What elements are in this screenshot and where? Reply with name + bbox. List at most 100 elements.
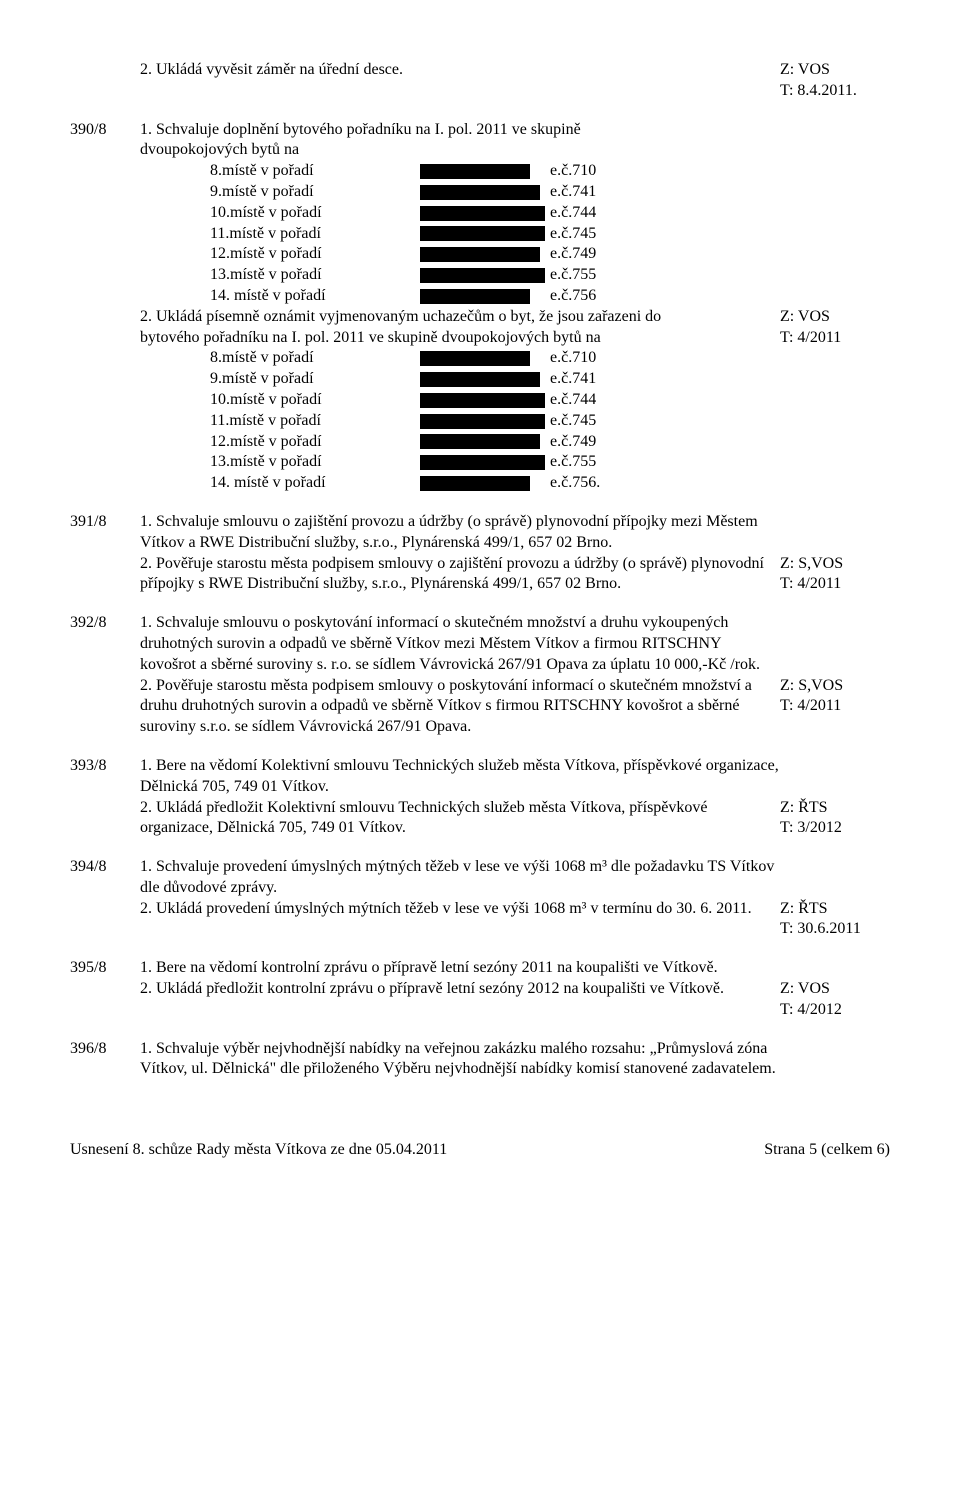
item-number: 396/8 [70, 1039, 140, 1060]
order-left: 10.místě v pořadí [210, 203, 420, 224]
order-left: 12.místě v pořadí [210, 244, 420, 265]
order-line: 12.místě v pořadí e.č.749 [210, 432, 780, 453]
order-right: e.č.755 [550, 265, 596, 286]
footer-left: Usnesení 8. schůze Rady města Vítkova ze… [70, 1140, 447, 1161]
order-right: e.č.710 [550, 161, 596, 182]
order-left: 13.místě v pořadí [210, 452, 420, 473]
para: 1. Bere na vědomí Kolektivní smlouvu Tec… [140, 756, 780, 798]
redaction [420, 369, 550, 390]
para: 1. Schvaluje smlouvu o zajištění provozu… [140, 512, 780, 554]
order-right: e.č.755 [550, 452, 596, 473]
order-left: 9.místě v pořadí [210, 182, 420, 203]
order-line: 12.místě v pořadí e.č.749 [210, 244, 780, 265]
right-t: T: 4/2011 [780, 696, 890, 717]
redaction [420, 224, 550, 245]
para: 1. Bere na vědomí kontrolní zprávu o pří… [140, 958, 780, 979]
order-line: 9.místě v pořadí e.č.741 [210, 182, 780, 203]
item-394: 394/8 1. Schvaluje provedení úmyslných m… [70, 857, 890, 940]
order-right: e.č.741 [550, 182, 596, 203]
item-393: 393/8 1. Bere na vědomí Kolektivní smlou… [70, 756, 890, 839]
line: dvoupokojových bytů na [140, 140, 780, 161]
order-line: 14. místě v pořadí e.č.756 [210, 286, 780, 307]
redaction [420, 286, 550, 307]
redaction [420, 473, 550, 494]
right-t: T: 4/2011 [780, 574, 890, 595]
redaction [420, 348, 550, 369]
pre-text: 2. Ukládá vyvěsit záměr na úřední desce. [140, 60, 780, 81]
para: 2. Ukládá provedení úmyslných mýtních tě… [140, 899, 780, 920]
order-left: 8.místě v pořadí [210, 161, 420, 182]
order-line: 11.místě v pořadí e.č.745 [210, 411, 780, 432]
para: 2. Pověřuje starostu města podpisem smlo… [140, 676, 780, 738]
item-number: 393/8 [70, 756, 140, 777]
order-left: 14. místě v pořadí [210, 473, 420, 494]
redaction [420, 452, 550, 473]
item-number: 394/8 [70, 857, 140, 878]
right-t: T: 30.6.2011 [780, 919, 890, 940]
order-right: e.č.756 [550, 286, 596, 307]
right-z: Z: S,VOS [780, 554, 890, 575]
line: bytového pořadníku na I. pol. 2011 ve sk… [140, 328, 780, 349]
footer: Usnesení 8. schůze Rady města Vítkova ze… [70, 1140, 890, 1161]
order-right: e.č.741 [550, 369, 596, 390]
right-z: Z: ŘTS [780, 899, 890, 920]
order-line: 10.místě v pořadí e.č.744 [210, 203, 780, 224]
item-number: 391/8 [70, 512, 140, 533]
right-z: Z: ŘTS [780, 798, 890, 819]
para: 1. Schvaluje provedení úmyslných mýtných… [140, 857, 780, 899]
redaction [420, 203, 550, 224]
order-line: 8.místě v pořadí e.č.710 [210, 348, 780, 369]
order-left: 11.místě v pořadí [210, 224, 420, 245]
order-right: e.č.749 [550, 432, 596, 453]
order-line: 8.místě v pořadí e.č.710 [210, 161, 780, 182]
order-right: e.č.745 [550, 224, 596, 245]
right-t: T: 3/2012 [780, 818, 890, 839]
item-395: 395/8 1. Bere na vědomí kontrolní zprávu… [70, 958, 890, 1020]
right-z: Z: VOS [780, 307, 890, 328]
order-left: 10.místě v pořadí [210, 390, 420, 411]
order-right: e.č.710 [550, 348, 596, 369]
item-391: 391/8 1. Schvaluje smlouvu o zajištění p… [70, 512, 890, 595]
para: 2. Ukládá předložit kontrolní zprávu o p… [140, 979, 780, 1000]
pre-right1: Z: VOS [780, 60, 890, 81]
order-right: e.č.745 [550, 411, 596, 432]
order-left: 11.místě v pořadí [210, 411, 420, 432]
item-396: 396/8 1. Schvaluje výběr nejvhodnější na… [70, 1039, 890, 1081]
item-number: 392/8 [70, 613, 140, 634]
item-pre: 2. Ukládá vyvěsit záměr na úřední desce.… [70, 60, 890, 102]
order-line: 9.místě v pořadí e.č.741 [210, 369, 780, 390]
order-right: e.č.756. [550, 473, 600, 494]
line: 1. Schvaluje doplnění bytového pořadníku… [140, 120, 780, 141]
right-z: Z: VOS [780, 979, 890, 1000]
order-left: 13.místě v pořadí [210, 265, 420, 286]
redaction [420, 390, 550, 411]
redaction [420, 244, 550, 265]
pre-right2: T: 8.4.2011. [780, 81, 890, 102]
redaction [420, 411, 550, 432]
item-number: 390/8 [70, 120, 140, 141]
order-line: 14. místě v pořadí e.č.756. [210, 473, 780, 494]
right-z: Z: S,VOS [780, 676, 890, 697]
order-line: 11.místě v pořadí e.č.745 [210, 224, 780, 245]
redaction [420, 265, 550, 286]
right-t: T: 4/2012 [780, 1000, 890, 1021]
order-right: e.č.744 [550, 390, 596, 411]
order-left: 12.místě v pořadí [210, 432, 420, 453]
order-line: 13.místě v pořadí e.č.755 [210, 452, 780, 473]
order-right: e.č.749 [550, 244, 596, 265]
order-line: 13.místě v pořadí e.č.755 [210, 265, 780, 286]
item-390: 390/8 1. Schvaluje doplnění bytového poř… [70, 120, 890, 494]
order-left: 8.místě v pořadí [210, 348, 420, 369]
order-left: 9.místě v pořadí [210, 369, 420, 390]
para: 1. Schvaluje výběr nejvhodnější nabídky … [140, 1039, 780, 1081]
para: 2. Pověřuje starostu města podpisem smlo… [140, 554, 780, 596]
order-right: e.č.744 [550, 203, 596, 224]
right-t: T: 4/2011 [780, 328, 890, 349]
redaction [420, 432, 550, 453]
order-left: 14. místě v pořadí [210, 286, 420, 307]
redaction [420, 182, 550, 203]
order-line: 10.místě v pořadí e.č.744 [210, 390, 780, 411]
item-number: 395/8 [70, 958, 140, 979]
para: 1. Schvaluje smlouvu o poskytování infor… [140, 613, 780, 675]
footer-right: Strana 5 (celkem 6) [764, 1140, 890, 1161]
